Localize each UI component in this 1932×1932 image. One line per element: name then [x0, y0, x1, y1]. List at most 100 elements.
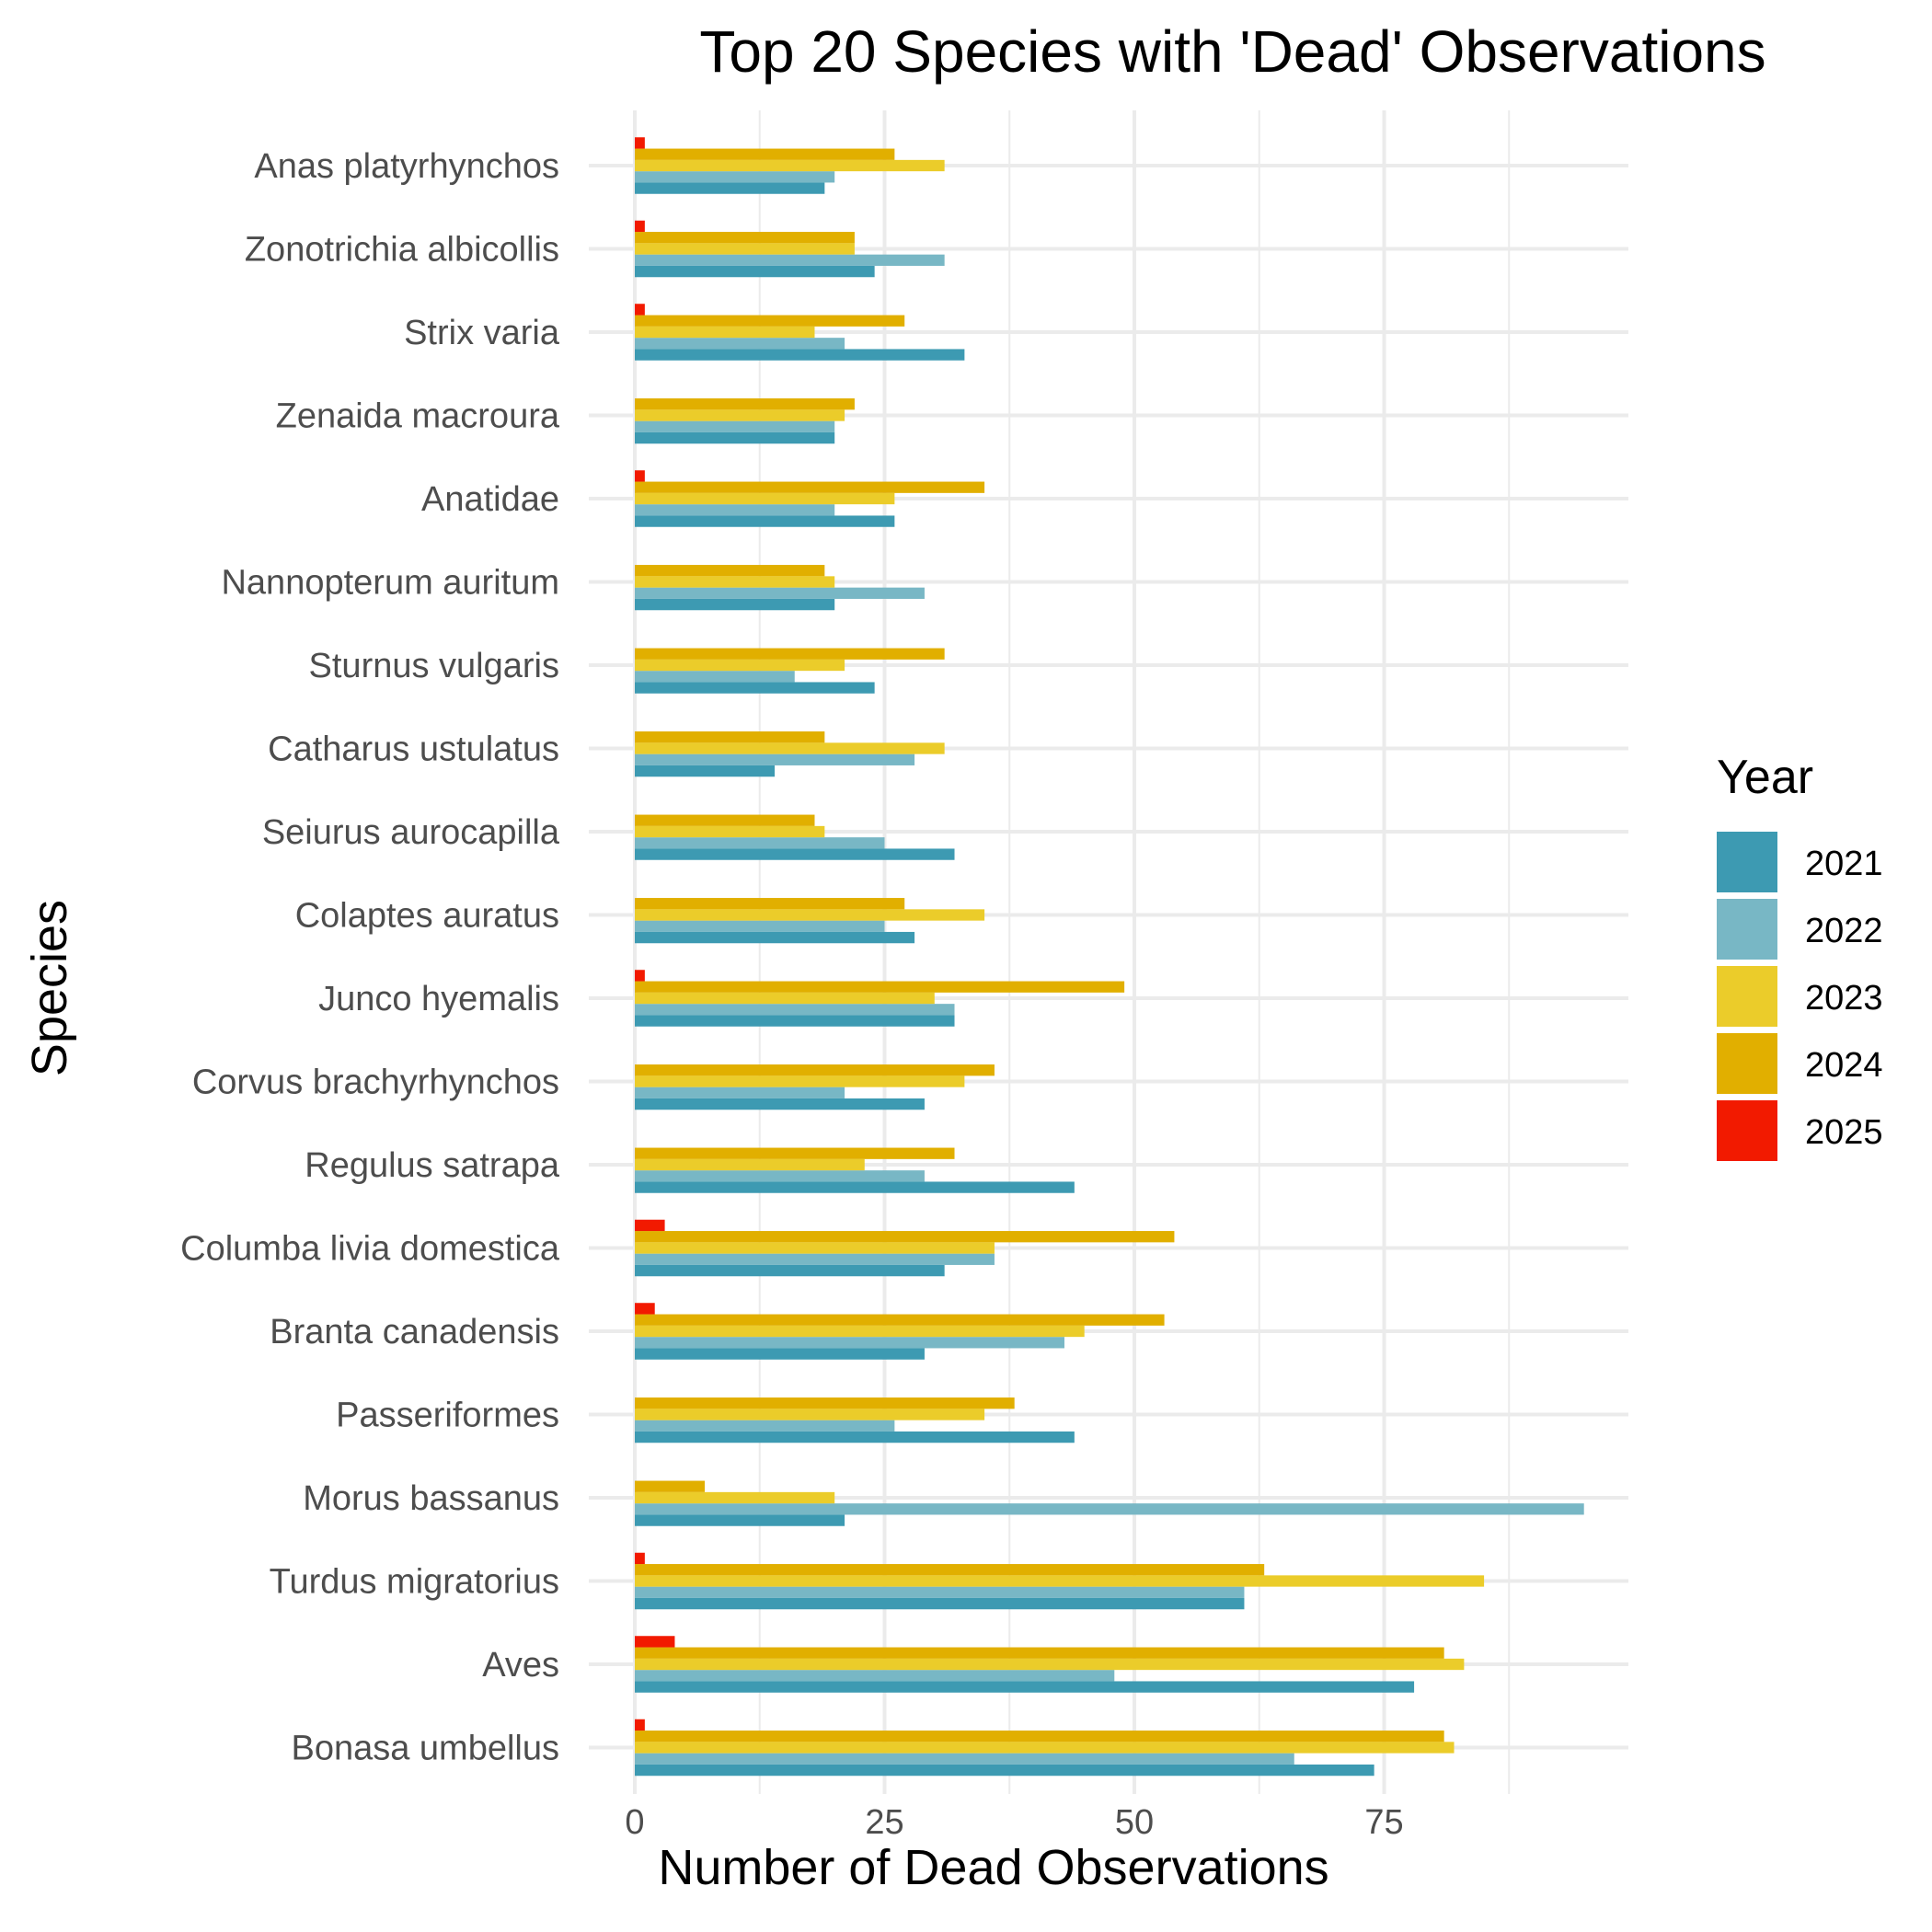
- bar-2023: [635, 243, 855, 255]
- bar-2021: [635, 1514, 845, 1526]
- y-tick-label: Branta canadensis: [270, 1313, 559, 1351]
- y-tick-label: Seiurus aurocapilla: [262, 813, 560, 852]
- bar-2021: [635, 431, 835, 444]
- bar-2025: [635, 1636, 675, 1648]
- bars: [635, 137, 1584, 1777]
- bar-2024: [635, 731, 825, 743]
- bar-2021: [635, 1431, 1075, 1443]
- legend: Year 2021 2022 2023 2024 2025: [1717, 751, 1883, 1161]
- x-tick-label: 0: [625, 1803, 644, 1842]
- bar-2023: [635, 1742, 1455, 1754]
- bar-2023: [635, 742, 945, 754]
- x-tick-label: 50: [1115, 1803, 1154, 1842]
- bar-2021: [635, 1098, 925, 1110]
- bar-2022: [635, 1670, 1115, 1682]
- bar-2023: [635, 1158, 865, 1171]
- y-tick-label: Catharus ustulatus: [268, 730, 559, 769]
- bar-2021: [635, 1264, 945, 1277]
- x-tick-label: 25: [865, 1803, 903, 1842]
- bar-2022: [635, 671, 795, 683]
- bar-2025: [635, 970, 645, 982]
- y-tick-label: Anatidae: [421, 480, 559, 519]
- bar-2023: [635, 409, 845, 421]
- bar-2022: [635, 1253, 995, 1265]
- legend-key-2025: [1717, 1100, 1777, 1161]
- bar-2022: [635, 753, 915, 765]
- bar-2025: [635, 304, 645, 316]
- bar-2025: [635, 1219, 665, 1232]
- bar-2023: [635, 1325, 1085, 1338]
- y-tick-label: Colaptes auratus: [295, 897, 559, 936]
- bar-2022: [635, 1503, 1584, 1515]
- bar-2023: [635, 825, 825, 838]
- bar-2022: [635, 1004, 955, 1016]
- y-tick-label: Nannopterum auritum: [221, 564, 559, 603]
- y-tick-label: Strix varia: [404, 314, 560, 352]
- bar-2024: [635, 1564, 1265, 1576]
- bar-2021: [635, 349, 965, 361]
- x-axis-title: Number of Dead Observations: [658, 1840, 1328, 1895]
- bar-2021: [635, 1181, 1075, 1193]
- bar-2021: [635, 848, 955, 860]
- bar-2024: [635, 232, 855, 244]
- bar-2022: [635, 1087, 845, 1098]
- bar-2023: [635, 1491, 835, 1504]
- legend-label: 2023: [1805, 979, 1883, 1018]
- bar-2025: [635, 1719, 645, 1731]
- legend-label: 2021: [1805, 845, 1883, 883]
- bar-2023: [635, 326, 815, 339]
- bar-2022: [635, 1420, 895, 1432]
- bar-2024: [635, 981, 1125, 993]
- y-tick-label: Junco hyemalis: [318, 980, 559, 1018]
- y-tick-label: Passeriformes: [336, 1397, 559, 1435]
- bar-2023: [635, 992, 935, 1005]
- bar-2023: [635, 159, 945, 172]
- bar-2023: [635, 1242, 995, 1254]
- bar-2021: [635, 1348, 925, 1360]
- chart-title: Top 20 Species with 'Dead' Observations: [699, 18, 1765, 85]
- legend-key-2021: [1717, 832, 1777, 892]
- bar-2021: [635, 1764, 1374, 1777]
- bar-2021: [635, 931, 915, 944]
- bar-2022: [635, 504, 835, 516]
- legend-key-2024: [1717, 1033, 1777, 1094]
- legend-label: 2024: [1805, 1046, 1883, 1085]
- bar-2024: [635, 565, 825, 577]
- bar-2025: [635, 470, 645, 482]
- y-tick-label: Aves: [482, 1646, 559, 1685]
- bar-2024: [635, 648, 945, 660]
- bar-2024: [635, 1064, 995, 1076]
- y-tick-label: Columba livia domestica: [180, 1230, 560, 1269]
- bar-2021: [635, 182, 825, 194]
- bar-2023: [635, 659, 845, 672]
- bar-2025: [635, 137, 645, 149]
- y-tick-label: Anas platyrhynchos: [254, 147, 559, 186]
- legend-label: 2025: [1805, 1113, 1883, 1152]
- y-tick-label: Zonotrichia albicollis: [245, 231, 559, 270]
- bar-2021: [635, 515, 895, 527]
- x-tick-label: 75: [1364, 1803, 1403, 1842]
- bar-2023: [635, 1658, 1465, 1671]
- grid: [589, 110, 1628, 1794]
- bar-2024: [635, 1647, 1444, 1659]
- y-tick-label: Turdus migratorius: [270, 1563, 559, 1602]
- bar-2022: [635, 254, 945, 266]
- bar-2021: [635, 265, 875, 278]
- bar-2022: [635, 837, 885, 849]
- y-axis-title: Species: [22, 900, 77, 1076]
- bar-2021: [635, 1681, 1415, 1693]
- bar-2022: [635, 1586, 1245, 1598]
- bar-2021: [635, 682, 875, 694]
- bar-2022: [635, 1337, 1064, 1349]
- bar-2022: [635, 420, 835, 432]
- bar-2025: [635, 1552, 645, 1565]
- bar-2022: [635, 920, 885, 932]
- bar-2025: [635, 1303, 655, 1315]
- y-tick-labels: Anas platyrhynchos Zonotrichia albicollis…: [180, 147, 560, 1768]
- bar-2024: [635, 898, 905, 910]
- y-tick-label: Sturnus vulgaris: [309, 647, 559, 685]
- bar-2024: [635, 398, 855, 410]
- bar-2023: [635, 1575, 1485, 1587]
- legend-key-2023: [1717, 966, 1777, 1027]
- y-tick-label: Bonasa umbellus: [291, 1730, 559, 1768]
